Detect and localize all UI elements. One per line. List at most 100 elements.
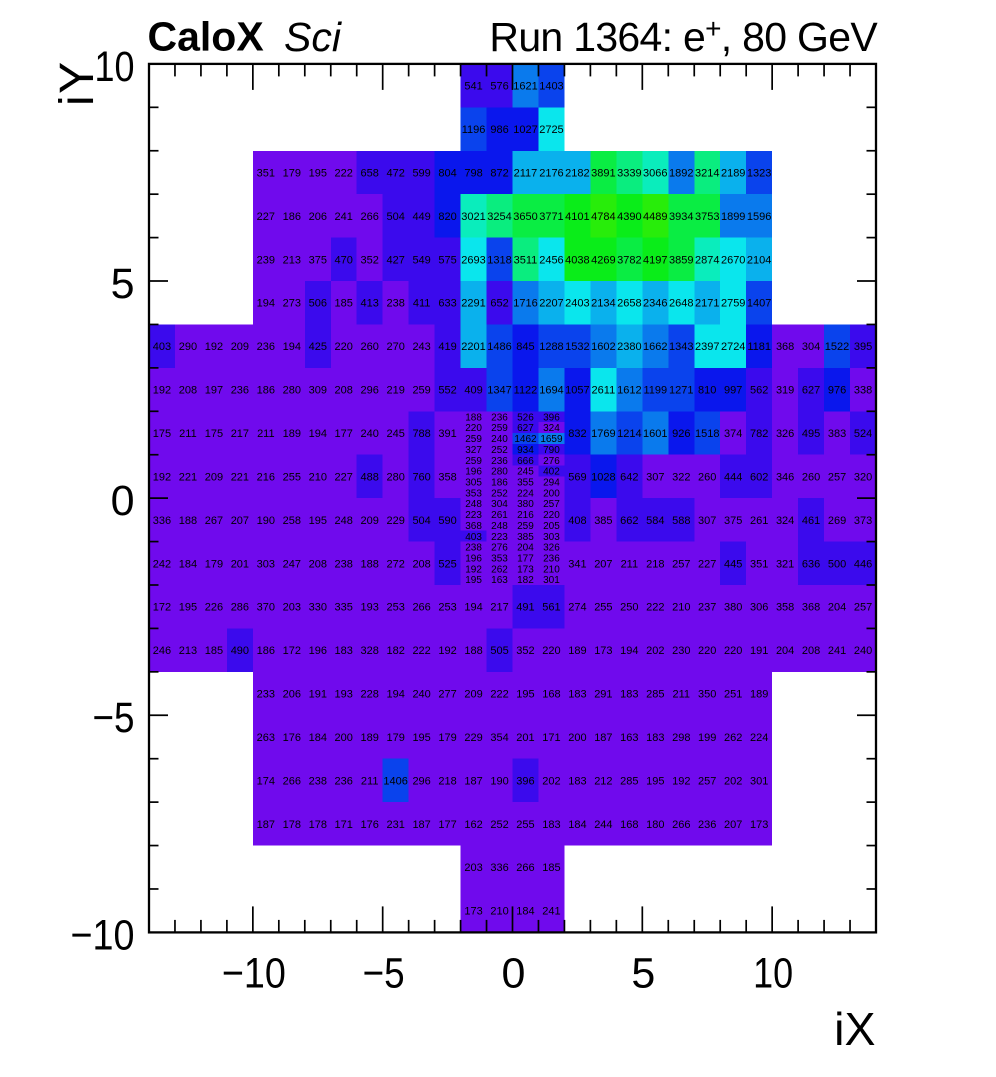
svg-text:207: 207 bbox=[724, 819, 742, 831]
svg-text:383: 383 bbox=[828, 428, 846, 440]
svg-text:820: 820 bbox=[438, 211, 456, 223]
svg-text:266: 266 bbox=[412, 602, 430, 614]
svg-text:602: 602 bbox=[750, 471, 768, 483]
svg-text:211: 211 bbox=[672, 689, 690, 701]
svg-text:395: 395 bbox=[854, 341, 872, 353]
svg-text:303: 303 bbox=[257, 558, 275, 570]
svg-text:238: 238 bbox=[386, 298, 404, 310]
svg-text:236: 236 bbox=[231, 385, 249, 397]
svg-text:2380: 2380 bbox=[617, 341, 641, 353]
svg-text:301: 301 bbox=[750, 775, 768, 787]
svg-text:188: 188 bbox=[361, 558, 379, 570]
svg-text:3859: 3859 bbox=[669, 254, 693, 266]
svg-text:Run 1364: e+, 80 GeV: Run 1364: e+, 80 GeV bbox=[489, 13, 878, 60]
svg-text:1347: 1347 bbox=[487, 385, 511, 397]
svg-text:1214: 1214 bbox=[617, 428, 641, 440]
svg-text:171: 171 bbox=[542, 732, 560, 744]
svg-text:259: 259 bbox=[465, 434, 482, 445]
svg-text:257: 257 bbox=[543, 499, 560, 510]
svg-text:1403: 1403 bbox=[539, 81, 563, 93]
svg-text:408: 408 bbox=[568, 515, 586, 527]
svg-text:196: 196 bbox=[465, 553, 482, 564]
svg-text:248: 248 bbox=[491, 521, 508, 532]
svg-text:324: 324 bbox=[543, 423, 560, 434]
svg-text:177: 177 bbox=[517, 553, 534, 564]
svg-text:259: 259 bbox=[412, 385, 430, 397]
svg-text:179: 179 bbox=[438, 732, 456, 744]
svg-text:222: 222 bbox=[490, 689, 508, 701]
svg-text:236: 236 bbox=[335, 775, 353, 787]
svg-text:5: 5 bbox=[631, 949, 655, 997]
svg-text:798: 798 bbox=[464, 167, 482, 179]
svg-text:3339: 3339 bbox=[617, 167, 641, 179]
svg-text:2346: 2346 bbox=[643, 298, 667, 310]
svg-text:2176: 2176 bbox=[539, 167, 563, 179]
svg-text:192: 192 bbox=[153, 471, 171, 483]
svg-text:845: 845 bbox=[516, 341, 534, 353]
svg-text:276: 276 bbox=[491, 543, 508, 554]
svg-text:1662: 1662 bbox=[643, 341, 667, 353]
svg-text:782: 782 bbox=[750, 428, 768, 440]
svg-text:1199: 1199 bbox=[643, 385, 667, 397]
svg-text:217: 217 bbox=[231, 428, 249, 440]
svg-text:810: 810 bbox=[698, 385, 716, 397]
svg-text:193: 193 bbox=[361, 602, 379, 614]
svg-text:206: 206 bbox=[309, 211, 327, 223]
svg-text:590: 590 bbox=[438, 515, 456, 527]
svg-text:208: 208 bbox=[335, 385, 353, 397]
svg-text:237: 237 bbox=[698, 602, 716, 614]
svg-text:207: 207 bbox=[594, 558, 612, 570]
svg-text:189: 189 bbox=[750, 689, 768, 701]
svg-text:224: 224 bbox=[750, 732, 768, 744]
svg-text:183: 183 bbox=[335, 645, 353, 657]
svg-text:171: 171 bbox=[335, 819, 353, 831]
svg-text:562: 562 bbox=[750, 385, 768, 397]
svg-text:202: 202 bbox=[542, 775, 560, 787]
svg-text:−5: −5 bbox=[93, 694, 135, 742]
svg-text:243: 243 bbox=[412, 341, 430, 353]
svg-text:307: 307 bbox=[646, 471, 664, 483]
svg-text:177: 177 bbox=[438, 819, 456, 831]
svg-text:173: 173 bbox=[464, 906, 482, 918]
svg-text:241: 241 bbox=[828, 645, 846, 657]
svg-text:354: 354 bbox=[490, 732, 508, 744]
svg-text:250: 250 bbox=[620, 602, 638, 614]
svg-text:257: 257 bbox=[672, 558, 690, 570]
svg-text:−5: −5 bbox=[363, 949, 405, 997]
svg-text:353: 353 bbox=[491, 553, 508, 564]
svg-text:307: 307 bbox=[698, 515, 716, 527]
svg-text:207: 207 bbox=[231, 515, 249, 527]
svg-text:588: 588 bbox=[672, 515, 690, 527]
svg-text:3891: 3891 bbox=[591, 167, 615, 179]
svg-text:179: 179 bbox=[283, 167, 301, 179]
svg-text:445: 445 bbox=[724, 558, 742, 570]
svg-text:255: 255 bbox=[594, 602, 612, 614]
svg-text:3650: 3650 bbox=[513, 211, 537, 223]
svg-text:305: 305 bbox=[465, 477, 482, 488]
svg-text:274: 274 bbox=[568, 602, 586, 614]
svg-text:192: 192 bbox=[672, 775, 690, 787]
svg-text:184: 184 bbox=[568, 819, 586, 831]
svg-text:627: 627 bbox=[802, 385, 820, 397]
svg-text:425: 425 bbox=[309, 341, 327, 353]
svg-text:238: 238 bbox=[309, 775, 327, 787]
svg-text:396: 396 bbox=[543, 412, 560, 423]
svg-text:189: 189 bbox=[361, 732, 379, 744]
svg-text:2724: 2724 bbox=[721, 341, 745, 353]
svg-text:0: 0 bbox=[502, 949, 526, 997]
svg-text:2291: 2291 bbox=[461, 298, 485, 310]
svg-text:1288: 1288 bbox=[539, 341, 563, 353]
svg-text:4101: 4101 bbox=[565, 211, 589, 223]
svg-text:258: 258 bbox=[283, 515, 301, 527]
svg-text:266: 266 bbox=[516, 862, 534, 874]
svg-text:391: 391 bbox=[438, 428, 456, 440]
svg-text:175: 175 bbox=[153, 428, 171, 440]
svg-text:1343: 1343 bbox=[669, 341, 693, 353]
svg-text:2658: 2658 bbox=[617, 298, 641, 310]
svg-text:213: 213 bbox=[179, 645, 197, 657]
svg-text:576: 576 bbox=[490, 81, 508, 93]
svg-text:188: 188 bbox=[465, 412, 482, 423]
svg-text:472: 472 bbox=[386, 167, 404, 179]
svg-text:298: 298 bbox=[672, 732, 690, 744]
svg-text:490: 490 bbox=[231, 645, 249, 657]
